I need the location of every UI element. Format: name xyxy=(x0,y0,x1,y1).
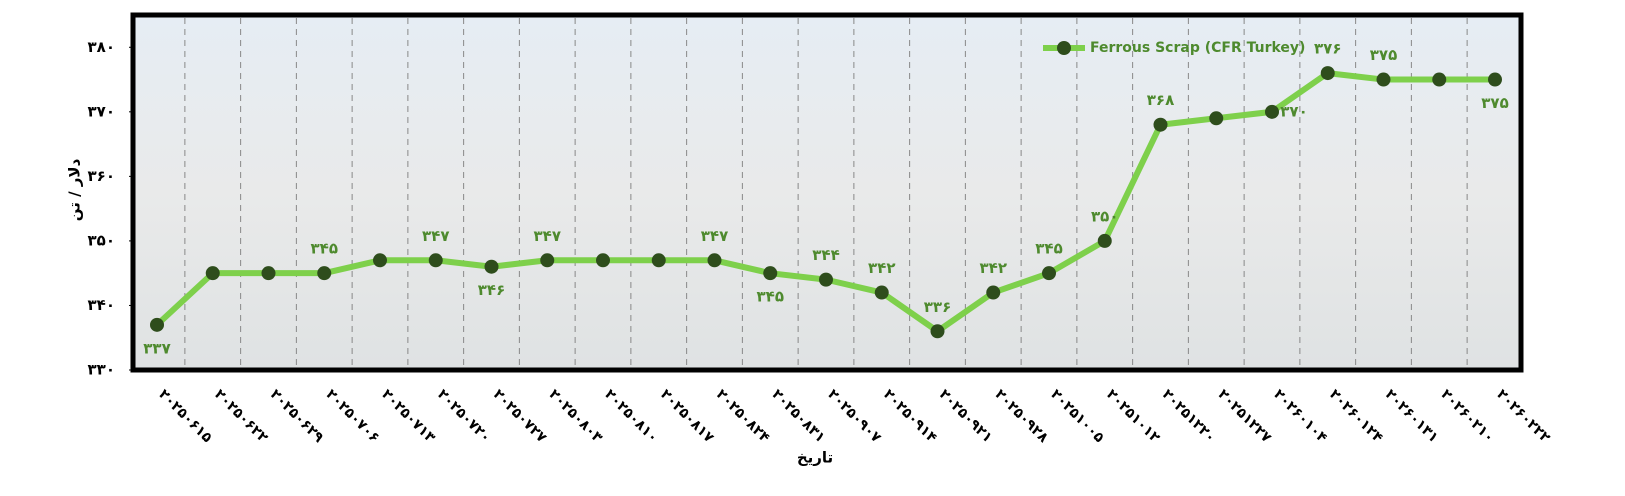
marker xyxy=(261,266,276,281)
marker xyxy=(428,253,443,268)
data-label: ۳۴۲ xyxy=(868,259,895,277)
marker xyxy=(317,266,332,281)
marker xyxy=(484,259,499,274)
x-tick-label: ۲۰۲۵۰۸۱۰ xyxy=(601,386,661,446)
data-label: ۳۳۷ xyxy=(143,339,170,357)
y-tick-label: ۳۷۰ xyxy=(88,102,115,120)
data-label: ۳۳۶ xyxy=(924,298,951,316)
x-tick-label: ۲۰۲۵۰۹۰۷ xyxy=(824,386,884,446)
y-tick-label: ۳۵۰ xyxy=(88,231,115,249)
marker xyxy=(373,253,387,268)
x-tick-label: ۲۰۲۵۰۸۱۷ xyxy=(657,386,717,446)
x-tick-label: ۲۰۲۵۱۰۱۲ xyxy=(1103,386,1163,446)
x-tick-label: ۲۰۲۵۰۹۲۸ xyxy=(992,386,1052,446)
x-tick-label: ۲۰۲۵۰۸۰۳ xyxy=(546,386,606,446)
marker xyxy=(1042,266,1056,281)
plot-area xyxy=(130,12,1524,373)
marker xyxy=(150,317,164,332)
y-tick-label: ۳۳۰ xyxy=(88,361,115,379)
x-tick-label: ۲۰۲۵۰۶۲۹ xyxy=(267,386,327,446)
x-tick-label: ۲۰۲۶۰۱۲۴ xyxy=(1326,386,1386,446)
marker xyxy=(651,253,666,268)
x-tick-label: ۲۰۲۵۰۹۲۱ xyxy=(936,386,996,446)
marker xyxy=(874,285,889,300)
y-tick-label: ۳۸۰ xyxy=(88,38,115,56)
x-tick-label: ۲۰۲۶۰۱۳۱ xyxy=(1382,386,1442,446)
x-tick-label: ۲۰۲۵۱۲۲۷ xyxy=(1215,386,1275,446)
legend-label: Ferrous Scrap (CFR Turkey) xyxy=(1090,40,1305,56)
y-axis-title: دلار / تن xyxy=(66,158,84,221)
data-label: ۳۷۶ xyxy=(1314,40,1341,58)
marker xyxy=(930,324,945,339)
marker xyxy=(1265,104,1279,119)
data-label: ۳۷۵ xyxy=(1481,94,1508,112)
data-label: ۳۴۵ xyxy=(757,288,784,306)
legend-marker xyxy=(1057,41,1071,55)
marker xyxy=(707,253,722,268)
x-tick-label: ۲۰۲۵۰۷۲۰ xyxy=(434,386,494,446)
data-label: ۳۴۴ xyxy=(812,246,839,264)
marker xyxy=(1097,233,1112,248)
marker xyxy=(1376,72,1391,87)
x-tick-label: ۲۰۲۶۰۲۲۲ xyxy=(1493,386,1553,446)
marker xyxy=(1488,72,1502,87)
x-tick-label: ۲۰۲۵۰۶۲۲ xyxy=(211,386,271,446)
x-axis-title: تاریخ xyxy=(797,449,833,467)
x-tick-label: ۲۰۲۵۰۷۱۳ xyxy=(378,386,438,446)
marker xyxy=(540,253,555,268)
x-tick-label: ۲۰۲۵۱۰۰۵ xyxy=(1047,386,1107,446)
data-label: ۳۵۰ xyxy=(1091,207,1118,225)
x-tick-label: ۲۰۲۶۰۲۱۰ xyxy=(1438,386,1498,446)
x-tick-label: ۲۰۲۶۰۱۰۴ xyxy=(1270,386,1330,446)
x-tick-label: ۲۰۲۵۰۸۲۴ xyxy=(713,386,773,446)
marker xyxy=(205,266,220,281)
y-tick-label: ۳۶۰ xyxy=(88,167,115,185)
marker xyxy=(1209,111,1224,126)
data-label: ۳۴۶ xyxy=(478,281,505,299)
marker xyxy=(1320,66,1335,81)
x-tick-label: ۲۰۲۵۰۶۱۵ xyxy=(155,386,215,446)
data-label: ۳۶۸ xyxy=(1147,91,1174,109)
marker xyxy=(1153,117,1168,132)
marker xyxy=(763,266,778,281)
data-label: ۳۴۷ xyxy=(422,227,449,245)
x-tick-label: ۲۰۲۵۱۲۲۰ xyxy=(1159,386,1219,446)
y-tick-label: ۳۴۰ xyxy=(88,296,115,314)
data-label: ۳۴۵ xyxy=(1035,240,1062,258)
data-label: ۳۴۵ xyxy=(311,240,338,258)
x-tick-label: ۲۰۲۵۰۷۰۶ xyxy=(323,386,383,446)
x-tick-label: ۲۰۲۵۰۸۳۱ xyxy=(769,386,829,446)
marker xyxy=(596,253,610,268)
marker xyxy=(819,272,833,287)
data-label: ۳۴۲ xyxy=(980,259,1007,277)
data-label: ۳۴۷ xyxy=(701,227,728,245)
marker xyxy=(1432,72,1447,87)
data-label: ۳۷۵ xyxy=(1370,46,1397,64)
x-tick-label: ۲۰۲۵۰۷۲۷ xyxy=(490,386,550,446)
data-label: ۳۷۰ xyxy=(1280,102,1307,120)
marker xyxy=(986,285,1001,300)
x-tick-label: ۲۰۲۵۰۹۱۴ xyxy=(880,386,940,446)
data-label: ۳۴۷ xyxy=(534,227,561,245)
